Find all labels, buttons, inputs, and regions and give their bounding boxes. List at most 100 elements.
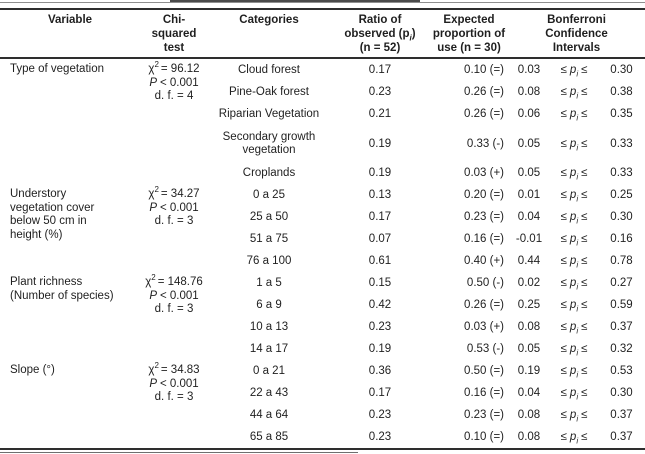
table-row: Croplands 0.19 0.03 (+) 0.05 ≤ pi ≤ 0.33 [208,162,645,184]
ci-inequality-cell: ≤ pi ≤ [550,167,598,182]
header-expected-line3: use (n = 30) [437,42,501,54]
ci-lower-bound-cell: 0.08 [517,86,541,98]
degrees-of-freedom: d. f. = 3 [154,303,194,315]
expected-proportion-cell: 0.50 (-) [466,277,504,289]
variable-line: Understory [10,188,67,200]
chi-squared-cell: χ2 = 34.27 P < 0.001 d. f. = 3 [140,184,208,272]
leq-symbol: ≤ [581,64,588,76]
table-row: 65 a 85 0.23 0.10 (=) 0.08 ≤ pi ≤ 0.37 [208,426,645,448]
ci-upper-bound-cell: 0.16 [610,233,633,245]
ci-upper-bound-cell: 0.38 [610,86,633,98]
ratio-observed-cell: 0.19 [368,167,392,179]
ci-upper-bound-cell: 0.27 [610,277,633,289]
header-ratio-observed: Ratio of observed (pi) (n = 52) [330,11,430,57]
category-cell: Secondary growth vegetation [222,131,316,156]
ci-lower-bound-cell: 0.04 [517,211,541,223]
category-cell: Cloud forest [237,63,300,76]
subscript-i: i [576,370,579,380]
table-row: 25 a 50 0.17 0.23 (=) 0.04 ≤ pi ≤ 0.30 [208,206,645,228]
header-chi-squared-test: Chi- squared test [140,11,208,57]
table-row: 6 a 9 0.42 0.26 (=) 0.25 ≤ pi ≤ 0.59 [208,294,645,316]
ratio-observed-cell: 0.19 [368,343,392,355]
leq-symbol: ≤ [560,321,567,333]
ci-upper-bound-cell: 0.35 [610,108,633,120]
expected-proportion-cell: 0.26 (=) [464,86,504,98]
category-rows: Cloud forest 0.17 0.10 (=) 0.03 ≤ pi ≤ 0.3… [208,59,645,184]
leq-symbol: ≤ [581,233,588,245]
expected-proportion-cell: 0.33 (-) [466,137,504,150]
leq-symbol: ≤ [581,431,588,443]
subscript-i: i [576,238,579,248]
p-italic-symbol: p [569,321,577,333]
p-value-line: P < 0.001 [140,290,208,304]
chi-statistic-value: = 34.83 [160,364,200,376]
ci-lower-bound-cell: 0.25 [517,299,541,311]
leq-symbol: ≤ [581,343,588,355]
leq-symbol: ≤ [560,64,567,76]
ci-upper-bound-cell: 0.30 [610,387,633,399]
category-cell: 1 a 5 [256,276,282,289]
ci-upper-bound-cell: 0.33 [610,137,633,150]
expected-proportion-cell: 0.50 (=) [464,365,504,377]
variable-line: Plant richness [10,276,83,288]
ci-lower-bound-cell: 0.05 [517,167,541,179]
ratio-observed-cell: 0.23 [368,431,392,443]
header-ratio-line1: Ratio of [358,14,402,26]
p-italic-symbol: p [569,255,577,267]
ratio-observed-cell: 0.17 [368,64,392,76]
ci-inequality-cell: ≤ pi ≤ [550,321,598,336]
leq-symbol: ≤ [560,233,567,245]
ci-inequality-cell: ≤ pi ≤ [550,86,598,100]
chi-squared-cell: χ2 = 34.83 P < 0.001 d. f. = 3 [140,360,208,448]
header-expected-proportion: Expected proportion of use (n = 30) [430,11,508,57]
leq-symbol: ≤ [560,211,567,223]
ci-lower-bound-cell: 0.19 [517,365,541,377]
expected-proportion-cell: 0.26 (=) [464,299,504,311]
p-italic-symbol: p [569,277,577,289]
chi-squared-cell: χ2 = 148.76 P < 0.001 d. f. = 3 [140,272,208,360]
subscript-i: i [576,326,579,336]
p-symbol: P [149,201,157,214]
p-italic-symbol: p [569,64,577,76]
leq-symbol: ≤ [581,321,588,333]
p-italic-symbol: p [569,299,577,311]
ci-inequality-cell: ≤ pi ≤ [550,277,598,292]
table-body: Type of vegetation χ2 = 96.12 P < 0.001 d.… [0,59,645,448]
chi-symbol: χ [148,364,155,376]
ci-inequality-cell: ≤ pi ≤ [550,211,598,225]
chi-superscript-2: 2 [154,60,159,70]
category-cell: Croplands [242,166,296,179]
table-row: 0 a 25 0.13 0.20 (=) 0.01 ≤ pi ≤ 0.25 [208,184,645,206]
header-bonferroni-line3: Intervals [552,42,601,54]
chi-statistic-line: χ2 = 34.27 [140,186,208,202]
ci-inequality-cell: ≤ pi ≤ [550,138,598,152]
ci-lower-bound-cell: 0.05 [517,137,541,150]
ci-inequality-cell: ≤ pi ≤ [550,233,598,248]
subscript-i: i [576,172,579,182]
ci-upper-bound-cell: 0.37 [610,431,633,443]
ci-upper-bound-cell: 0.37 [610,321,633,333]
p-italic-symbol: p [569,108,577,120]
ci-lower-bound-cell: -0.01 [515,233,543,245]
ci-upper-bound-cell: 0.59 [610,299,633,311]
variable-line: height (%) [10,228,63,241]
subscript-i: i [576,436,579,446]
ratio-observed-cell: 0.17 [368,387,392,399]
ratio-observed-cell: 0.23 [368,321,392,333]
subscript-i: i [576,282,579,292]
variable-cell: Plant richness (Number of species) [0,272,140,360]
leq-symbol: ≤ [581,108,588,120]
ci-inequality-cell: ≤ pi ≤ [550,64,598,78]
header-ratio-line2: observed (pi) [330,27,430,43]
ci-lower-bound-cell: 0.08 [517,321,541,333]
header-ratio-subscript-i: i [409,33,412,43]
ci-lower-bound-cell: 0.44 [517,255,541,267]
ratio-observed-cell: 0.13 [368,189,392,201]
header-ratio-line3: (n = 52) [359,42,401,54]
ci-lower-bound-cell: 0.01 [517,189,541,201]
expected-proportion-cell: 0.23 (=) [464,211,504,223]
subscript-i: i [576,260,579,270]
ratio-observed-cell: 0.17 [368,211,392,223]
chi-statistic-line: χ2 = 96.12 [140,60,208,77]
variable-line: (Number of species) [10,289,114,302]
